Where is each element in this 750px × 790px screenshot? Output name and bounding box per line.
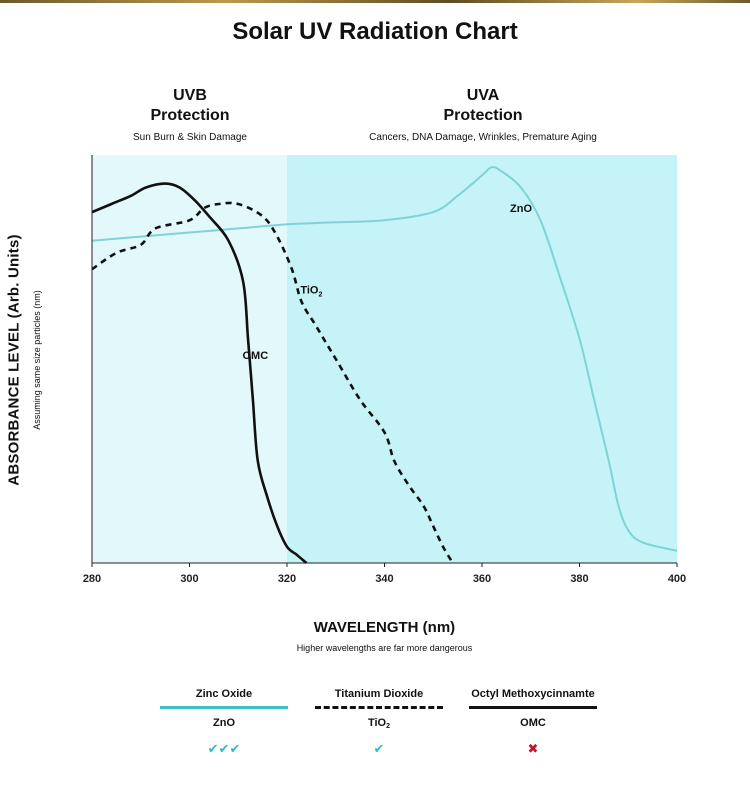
legend-line-dashed-black	[315, 706, 443, 709]
x-axis-sublabel: Higher wavelengths are far more dangerou…	[92, 643, 677, 653]
x-tick-label: 320	[278, 573, 296, 585]
x-tick-label: 340	[375, 573, 393, 585]
legend-line-solid-black	[469, 706, 597, 709]
legend-name: Zinc Oxide	[159, 688, 289, 702]
uva-band	[287, 155, 677, 563]
series-label: ZnO	[510, 203, 532, 215]
x-tick-label: 300	[180, 573, 198, 585]
rating-check-icons: ✔✔✔	[159, 741, 289, 757]
series-label: OMC	[242, 350, 268, 362]
legend-zinc-oxide: Zinc Oxide ZnO ✔✔✔	[159, 688, 289, 757]
x-tick-label: 400	[668, 573, 686, 585]
legend-abbr: OMC	[468, 717, 598, 731]
rating-check-icon: ✔	[314, 741, 444, 757]
x-tick-label: 280	[83, 573, 101, 585]
legend-name: Octyl Methoxycinnamte	[468, 688, 598, 702]
x-axis-label: WAVELENGTH (nm)	[92, 619, 677, 636]
x-tick-labels: 280 300 320 340 360 380 400	[83, 563, 686, 585]
rating-cross-icon: ✖	[468, 741, 598, 757]
x-tick-label: 360	[473, 573, 491, 585]
legend-octyl-methoxycinnamate: Octyl Methoxycinnamte OMC ✖	[468, 688, 598, 757]
legend-name: Titanium Dioxide	[314, 688, 444, 702]
legend-abbr: ZnO	[159, 717, 289, 731]
x-tick-label: 380	[570, 573, 588, 585]
legend-titanium-dioxide: Titanium Dioxide TiO2 ✔	[314, 688, 444, 757]
legend-abbr: TiO2	[314, 717, 444, 731]
legend-line-solid-teal	[160, 706, 288, 709]
